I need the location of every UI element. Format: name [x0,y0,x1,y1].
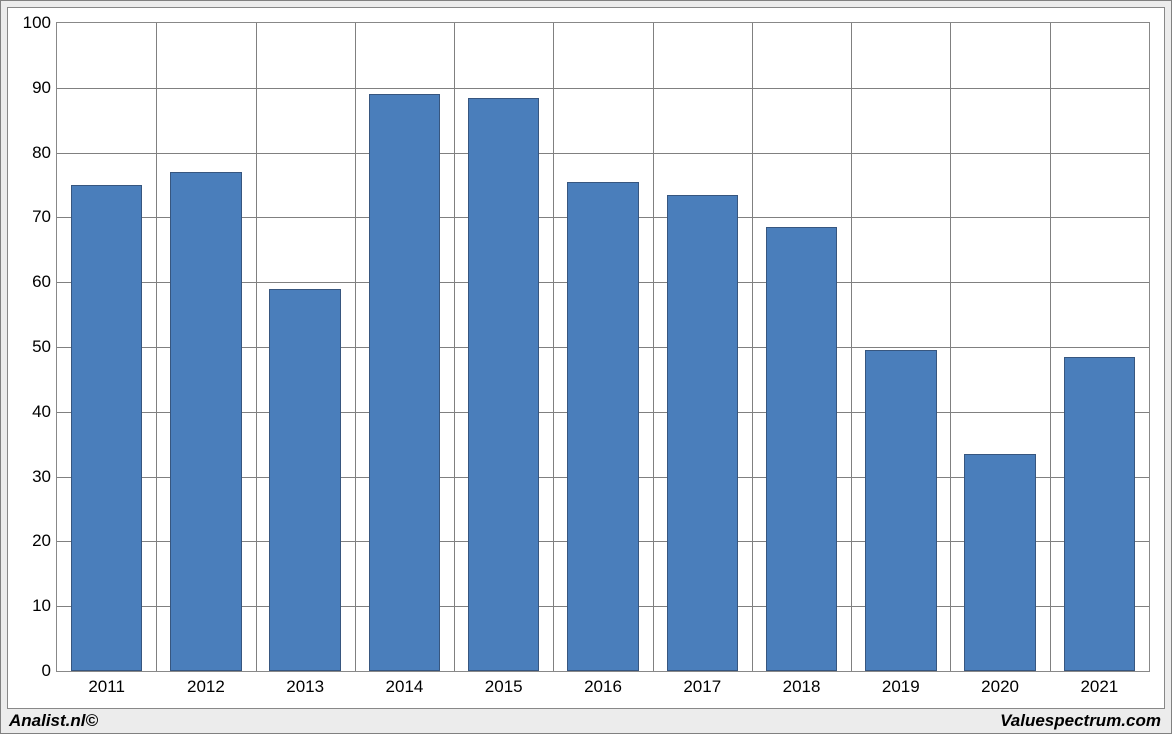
gridline-h [57,153,1149,154]
y-axis-tick-label: 30 [32,467,57,487]
bar [1064,357,1135,671]
gridline-v [950,23,951,671]
bar [567,182,638,671]
x-axis-tick-label: 2014 [386,671,424,697]
bar [269,289,340,671]
gridline-v [355,23,356,671]
bar [964,454,1035,671]
bar [766,227,837,671]
y-axis-tick-label: 10 [32,596,57,616]
bar [71,185,142,671]
x-axis-tick-label: 2020 [981,671,1019,697]
chart-plot-frame: 0 10 20 30 40 50 60 70 80 90 100 2011 2012 2013 2014 20… [7,7,1165,709]
y-axis-tick-label: 50 [32,337,57,357]
gridline-v [156,23,157,671]
chart-plot-area: 0102030405060708090100201120122013201420… [56,22,1150,672]
x-axis-tick-label: 2017 [683,671,721,697]
gridline-v [256,23,257,671]
gridline-v [851,23,852,671]
x-axis-tick-label: 2012 [187,671,225,697]
x-axis-tick-label: 2019 [882,671,920,697]
gridline-v [653,23,654,671]
x-axis-tick-label: 2021 [1080,671,1118,697]
x-axis-tick-label: 2018 [783,671,821,697]
gridline-v [752,23,753,671]
gridline-v [454,23,455,671]
chart-outer-frame: 0 10 20 30 40 50 60 70 80 90 100 2011 2012 2013 2014 20… [0,0,1172,734]
bar [865,350,936,671]
y-axis-tick-label: 100 [23,13,57,33]
y-axis-tick-label: 80 [32,143,57,163]
gridline-h [57,88,1149,89]
footer-left-text: Analist.nl© [9,711,98,731]
bar [468,98,539,671]
y-axis-tick-label: 70 [32,207,57,227]
footer-right-text: Valuespectrum.com [1000,711,1161,731]
x-axis-tick-label: 2016 [584,671,622,697]
y-axis-tick-label: 40 [32,402,57,422]
y-axis-tick-label: 20 [32,531,57,551]
y-axis-tick-label: 0 [42,661,57,681]
x-axis-tick-label: 2011 [88,671,125,697]
y-axis-tick-label: 60 [32,272,57,292]
bar [667,195,738,671]
gridline-v [1050,23,1051,671]
x-axis-tick-label: 2015 [485,671,523,697]
bar [170,172,241,671]
y-axis-tick-label: 90 [32,78,57,98]
bar [369,94,440,671]
x-axis-tick-label: 2013 [286,671,324,697]
gridline-v [553,23,554,671]
